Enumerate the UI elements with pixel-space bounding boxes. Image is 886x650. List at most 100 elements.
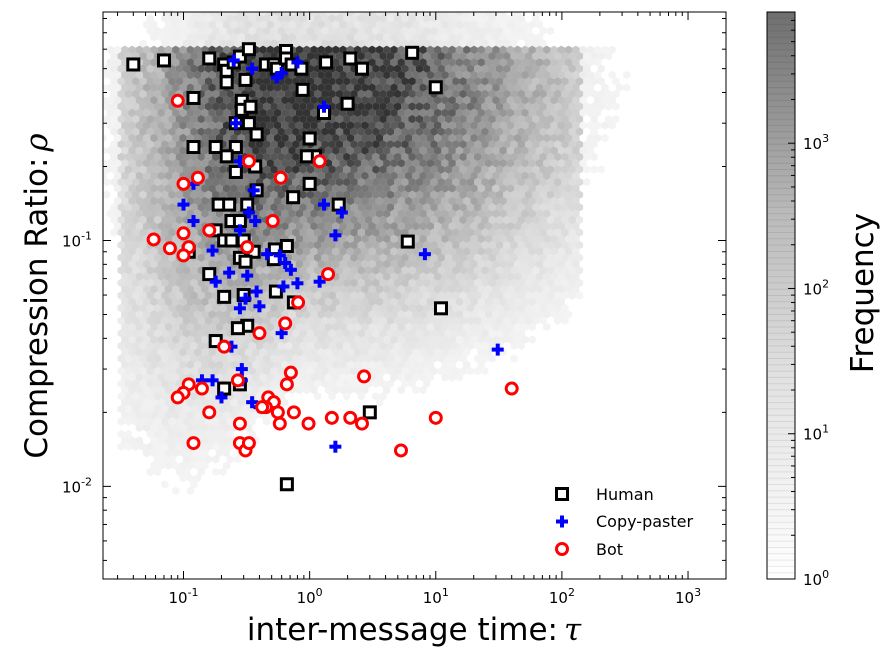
hexbin-cell — [379, 228, 387, 237]
hexbin-cell — [277, 114, 285, 124]
hexbin-cell — [477, 209, 485, 218]
hexbin-cell — [124, 127, 133, 136]
hexbin-cell — [575, 51, 584, 61]
hexbin-cell — [539, 165, 547, 174]
hexbin-cell — [175, 127, 183, 136]
hexbin-cell — [524, 316, 533, 325]
hexbin-cell — [423, 228, 431, 237]
hexbin-cell — [561, 316, 569, 325]
hexbin-cell — [208, 184, 216, 193]
hexbin-cell — [150, 184, 158, 193]
hexbin-cell — [368, 70, 376, 80]
hexbin-cell — [103, 102, 111, 111]
hexbin-cell — [321, 190, 329, 199]
hexbin-cell — [186, 272, 194, 281]
hexbin-cell — [426, 184, 434, 193]
hexbin-cell — [117, 215, 125, 225]
hexbin-cell — [383, 272, 391, 281]
hexbin-cell — [423, 190, 431, 199]
hexbin-cell — [466, 127, 474, 136]
hexbin-cell — [143, 171, 151, 180]
hexbin-cell — [463, 133, 471, 143]
hexbin-cell — [506, 184, 514, 193]
hexbin-cell — [441, 234, 449, 243]
hexbin-cell — [361, 108, 369, 117]
hexbin-cell — [314, 190, 322, 199]
hexbin-cell — [168, 253, 176, 262]
hexbin-cell — [543, 108, 551, 117]
hexbin-cell — [575, 215, 584, 225]
hexbin-cell — [281, 146, 289, 155]
hexbin-cell — [488, 203, 496, 212]
hexbin-cell — [201, 70, 209, 80]
hexbin-cell — [488, 228, 496, 237]
hexbin-cell — [281, 133, 289, 143]
hexbin-cell — [419, 196, 427, 206]
hexbin-cell — [557, 222, 565, 231]
hexbin-cell — [463, 259, 471, 269]
hexbin-cell — [317, 322, 325, 332]
hexbin-cell — [215, 45, 223, 54]
hexbin-cell — [623, 83, 631, 92]
hexbin-cell — [186, 108, 194, 117]
hexbin-cell — [164, 322, 173, 332]
hexbin-cell — [252, 12, 260, 17]
hexbin-cell — [492, 259, 500, 269]
hexbin-cell — [514, 184, 522, 193]
hexbin-cell — [204, 26, 213, 36]
hexbin-cell — [121, 259, 129, 269]
hexbin-cell — [390, 272, 398, 281]
hexbin-cell — [401, 64, 409, 73]
hexbin-cell — [514, 33, 522, 42]
hexbin-cell — [324, 121, 333, 130]
hexbin-cell — [241, 177, 249, 187]
hexbin-cell — [379, 190, 387, 199]
hexbin-cell — [281, 121, 289, 130]
hexbin-cell — [361, 12, 369, 17]
hexbin-cell — [226, 177, 234, 187]
hexbin-cell — [430, 140, 438, 149]
hexbin-cell — [484, 83, 493, 92]
hexbin-cell — [612, 77, 620, 86]
hexbin-cell — [103, 70, 107, 80]
hexbin-cell — [324, 247, 333, 256]
hexbin-cell — [186, 121, 194, 130]
human-point — [343, 51, 358, 66]
hexbin-cell — [524, 203, 533, 212]
hexbin-cell — [434, 259, 442, 269]
hexbin-cell — [175, 190, 183, 199]
hexbin-cell — [532, 152, 540, 162]
hexbin-cell — [368, 45, 376, 54]
hexbin-cell — [364, 203, 373, 212]
hexbin-cell — [492, 33, 500, 42]
hexbin-cell — [343, 253, 351, 262]
hexbin-cell — [415, 140, 424, 149]
hexbin-cell — [277, 266, 285, 275]
hexbin-cell — [383, 133, 391, 143]
hexbin-cell — [215, 121, 223, 130]
hexbin-cell — [179, 121, 187, 130]
hexbin-cell — [423, 266, 431, 275]
human-point — [362, 405, 377, 420]
hexbin-cell — [175, 51, 183, 61]
hexbin-cell — [139, 240, 147, 250]
hexbin-cell — [168, 266, 176, 275]
hexbin-cell — [466, 177, 474, 187]
hexbin-cell — [121, 285, 129, 294]
hexbin-cell — [113, 96, 122, 105]
hexbin-cell — [437, 51, 445, 61]
hexbin-cell — [153, 102, 162, 111]
hexbin-cell — [110, 215, 118, 225]
hexbin-cell — [430, 253, 438, 262]
hexbin-cell — [459, 51, 467, 61]
hexbin-cell — [521, 184, 529, 193]
hexbin-cell — [474, 177, 482, 187]
hexbin-cell — [554, 316, 562, 325]
hexbin-cell — [564, 108, 573, 117]
hexbin-cell — [284, 215, 293, 225]
hexbin-cell — [150, 259, 158, 269]
hexbin-cell — [404, 133, 413, 143]
hexbin-cell — [503, 14, 511, 23]
hexbin-cell — [470, 272, 478, 281]
hexbin-cell — [517, 291, 525, 300]
